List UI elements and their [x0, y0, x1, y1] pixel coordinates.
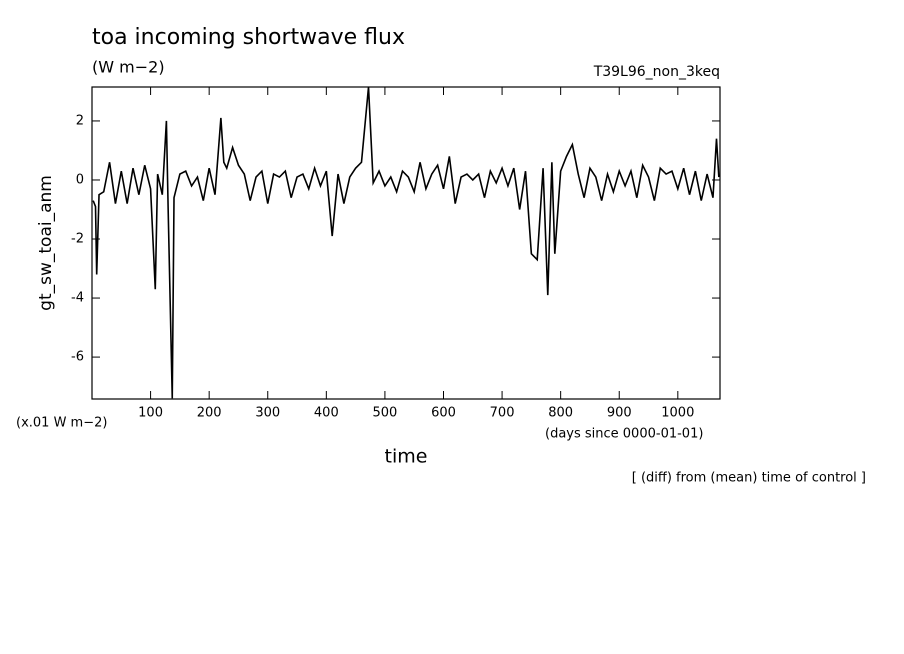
plot-frame: [91, 86, 721, 400]
y-tick-label: 2: [76, 113, 84, 128]
y-tick-label: 0: [76, 172, 84, 187]
run-label: T39L96_non_3keq: [593, 64, 720, 80]
x-tick-label: 900: [607, 406, 632, 421]
x-unit: (days since 0000-01-01): [545, 427, 703, 442]
y-tick-label: -4: [71, 291, 84, 306]
y-tick-label: -2: [71, 232, 84, 247]
x-tick-label: 700: [490, 406, 515, 421]
data-line: [92, 87, 720, 399]
x-tick-label: 500: [372, 406, 397, 421]
y-unit: (x.01 W m−2): [16, 416, 107, 431]
x-tick-label: 300: [255, 406, 280, 421]
chart-subtitle: (W m−2): [92, 58, 165, 77]
y-axis-label: gt_sw_toai_anm: [36, 175, 56, 311]
x-tick-label: 1000: [661, 406, 694, 421]
x-tick-label: 100: [138, 406, 163, 421]
x-tick-label: 800: [548, 406, 573, 421]
chart-title: toa incoming shortwave flux: [92, 25, 405, 50]
y-tick-label: -6: [71, 350, 84, 365]
x-tick-label: 600: [431, 406, 456, 421]
x-axis-label: time: [385, 446, 428, 468]
note: [ (diff) from (mean) time of control ]: [632, 471, 866, 486]
x-tick-label: 400: [314, 406, 339, 421]
x-tick-label: 200: [197, 406, 222, 421]
